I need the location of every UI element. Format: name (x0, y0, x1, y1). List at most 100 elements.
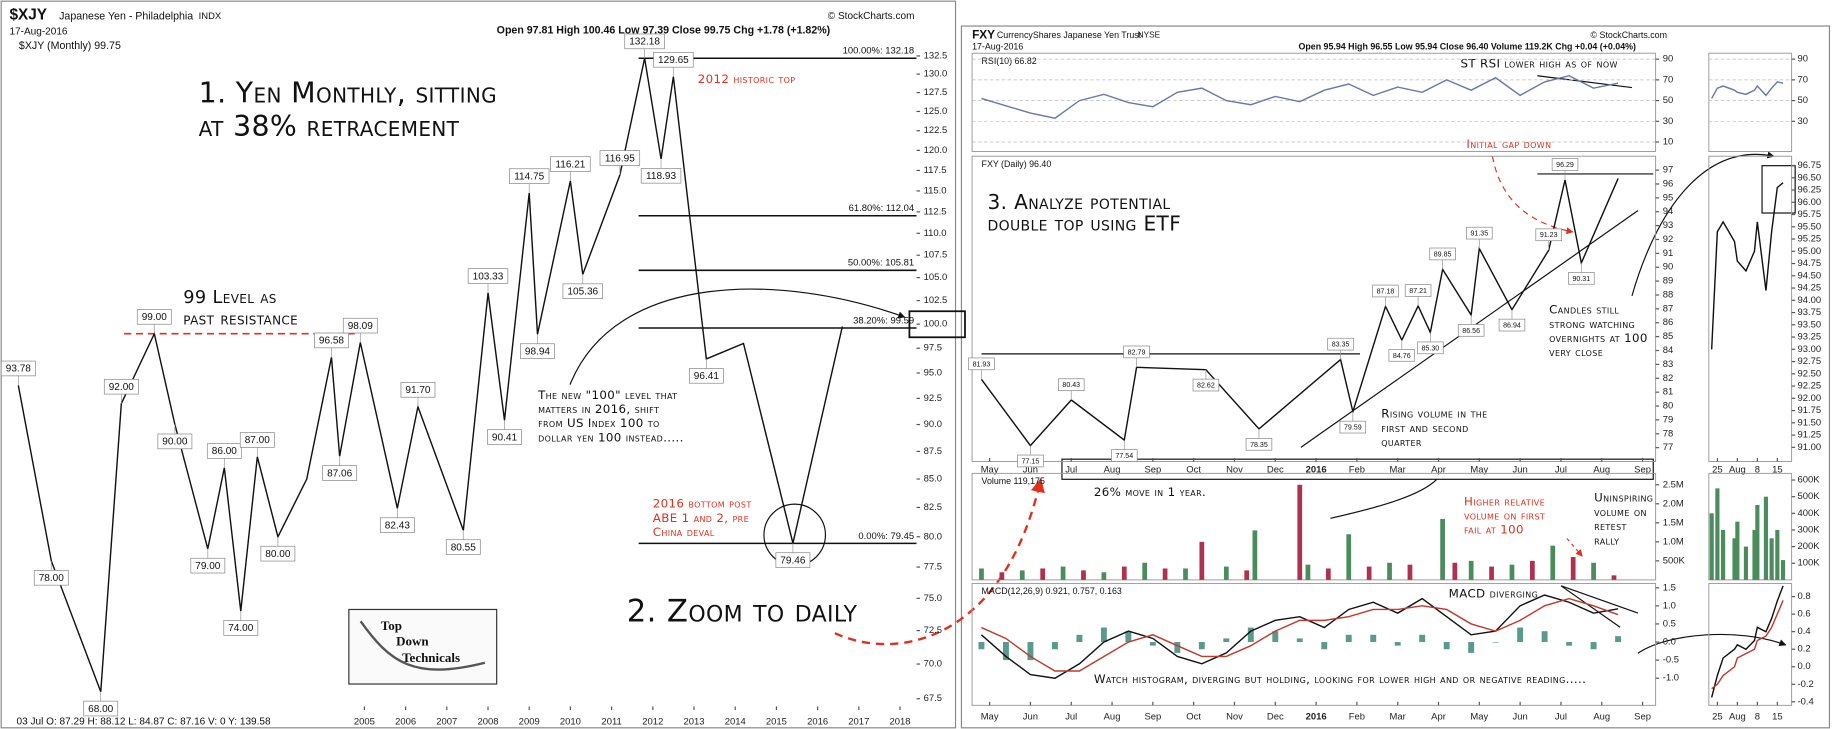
y-tick-label: 94.00 (1798, 295, 1822, 306)
bar (1247, 627, 1254, 643)
annotation: 1. Yen Monthly, sitting (199, 77, 497, 110)
x-tick-label: 2018 (890, 716, 911, 727)
x-tick-label: 2016 (807, 716, 828, 727)
label-box (1535, 228, 1562, 242)
y-tick-label: 120.0 (924, 145, 948, 156)
annotation: 3. Analyze potential (987, 190, 1170, 214)
curve (1330, 478, 1438, 519)
y-tick-label: 88 (1663, 289, 1674, 300)
x-tick-label: Mar (1390, 464, 1406, 475)
bar (1752, 529, 1757, 580)
bar (979, 568, 984, 580)
y-tick-label: 100K (1798, 558, 1821, 569)
logo-text: Down (396, 634, 429, 649)
value-label: 82.79 (1128, 348, 1146, 356)
value-label: 77.15 (1022, 457, 1040, 465)
x-tick-label: 2008 (477, 716, 498, 727)
retracement-label: 50.00%: 105.81 (848, 258, 914, 269)
y-tick-label: 100.0 (924, 319, 948, 330)
bar (1775, 529, 1780, 580)
value-label: 118.93 (646, 171, 676, 182)
annotation: China deval (653, 525, 715, 539)
y-tick-label: 105.0 (924, 272, 948, 283)
y-tick-label: 83 (1663, 359, 1674, 370)
x-tick-label: 2006 (395, 716, 416, 727)
y-tick-label: 92.00 (1798, 393, 1822, 404)
x-tick-label: Aug (1729, 464, 1746, 475)
y-tick-label: 0.2 (1798, 644, 1811, 655)
y-tick-label: 92.5 (924, 393, 942, 404)
y-tick-label: 91.25 (1798, 430, 1822, 441)
bar (1468, 642, 1475, 653)
label-box (640, 168, 682, 184)
y-tick-label: 92.25 (1798, 381, 1822, 392)
series-line (980, 594, 1619, 679)
x-tick-label: Aug (1729, 712, 1746, 723)
value-label: 87.00 (245, 435, 271, 446)
bar (1530, 560, 1535, 580)
label-box (379, 517, 415, 533)
value-label: 86.56 (1462, 327, 1480, 335)
panel-frame (1708, 155, 1793, 463)
y-tick-label: 91.75 (1798, 405, 1822, 416)
date: 17-Aug-2016 (9, 27, 67, 38)
chart-title: Japanese Yen - Philadelphia (59, 10, 193, 22)
y-tick-label: 300K (1798, 524, 1821, 535)
y-tick-label: 70 (1663, 74, 1674, 85)
value-label: 79.00 (195, 561, 221, 572)
x-tick-label: 2012 (642, 716, 663, 727)
y-tick-label: 90 (1663, 262, 1674, 273)
y-tick-label: 2.5M (1663, 479, 1684, 490)
y-tick-label: 75.0 (924, 593, 942, 604)
x-tick-label: Dec (1267, 464, 1284, 475)
panel-label: FXY (Daily) 96.40 (982, 159, 1052, 169)
value-label: 83.35 (1332, 341, 1350, 349)
value-label: 99.00 (142, 312, 168, 323)
y-tick-label: 70.0 (924, 659, 942, 670)
value-label: 92.00 (109, 382, 135, 393)
trend-line (1537, 75, 1633, 89)
right-frame (960, 25, 1831, 729)
x-tick-label: 2015 (766, 716, 787, 727)
y-tick-label: 90 (1663, 54, 1674, 65)
annotation: MACD diverging (1449, 587, 1539, 601)
label-box (1327, 337, 1354, 351)
label-box (322, 465, 358, 481)
annotation: 2. Zoom to daily (627, 594, 858, 630)
y-tick-label: 90.0 (924, 419, 942, 430)
label-box (223, 620, 259, 636)
label-box (1192, 378, 1220, 392)
value-label: 80.00 (265, 549, 291, 560)
annotation: matters in 2016, shift (538, 402, 659, 416)
x-tick-label: Jun (1513, 712, 1528, 723)
arrow (1491, 156, 1574, 235)
bar (1721, 529, 1726, 580)
bar (1611, 575, 1617, 580)
label-box (314, 332, 349, 349)
label-box (1111, 449, 1138, 462)
value-label: 80.43 (1062, 381, 1080, 389)
label-box (33, 570, 69, 586)
x-tick-label: Mar (1390, 712, 1406, 723)
arrow (1631, 151, 1775, 297)
annotation: first and second (1381, 421, 1468, 435)
source: © StockCharts.com (828, 11, 915, 22)
series-line (981, 74, 1619, 119)
x-tick-label: 2011 (601, 716, 621, 727)
highlight-box (1761, 165, 1796, 214)
value-label: 98.09 (348, 321, 374, 332)
annotation: strong watching (1549, 317, 1635, 331)
annotation: double top using ETF (987, 211, 1181, 235)
annotation: volume on first (1464, 508, 1545, 522)
value-label: 103.33 (473, 271, 504, 282)
label-box (509, 168, 550, 184)
x-tick-label: Feb (1349, 712, 1365, 723)
value-label: 116.21 (555, 159, 585, 170)
x-tick-label: 15 (1772, 464, 1783, 475)
retracement-label: 61.80%: 112.04 (849, 203, 915, 214)
x-tick-label: 2005 (354, 716, 375, 727)
y-tick-label: 500K (1663, 555, 1686, 566)
x-tick-label: 2016 (1306, 712, 1327, 723)
x-tick-label: 2016 (1306, 464, 1327, 475)
value-label: 91.35 (1470, 230, 1488, 238)
